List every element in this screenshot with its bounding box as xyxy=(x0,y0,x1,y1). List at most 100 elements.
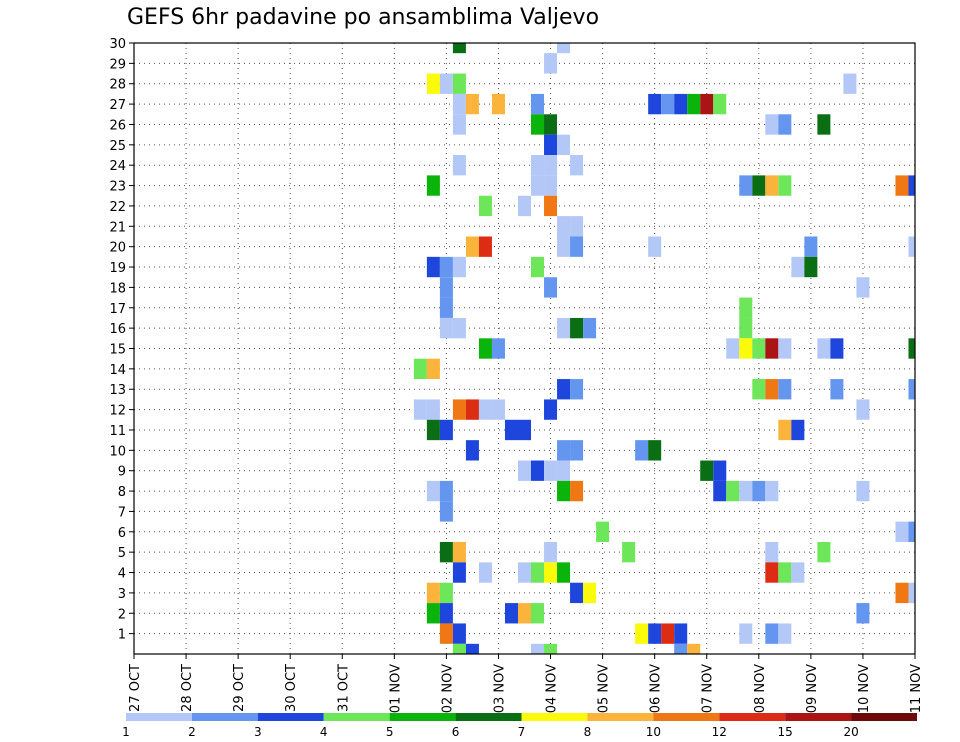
heatmap-cell xyxy=(452,317,466,339)
heatmap-cell xyxy=(648,93,662,115)
y-tick-label: 7 xyxy=(118,505,126,520)
legend-swatch xyxy=(587,713,654,721)
heatmap-cell xyxy=(713,480,727,502)
x-tick-label: 08 NOV xyxy=(753,664,768,713)
heatmap-cell xyxy=(778,175,792,196)
y-tick-label: 21 xyxy=(109,220,126,235)
heatmap-cell xyxy=(544,562,558,583)
heatmap-cell xyxy=(517,562,532,583)
legend-label: 4 xyxy=(320,725,328,739)
heatmap-cell xyxy=(570,216,584,237)
heatmap-cell xyxy=(843,73,857,94)
legend-label: 5 xyxy=(386,725,394,739)
heatmap-cell xyxy=(531,114,545,135)
heatmap-cell xyxy=(557,236,571,257)
heatmap-cell xyxy=(583,317,597,339)
heatmap-cell xyxy=(778,419,792,441)
heatmap-cell xyxy=(856,399,870,420)
heatmap-cell xyxy=(426,603,440,624)
heatmap-cell xyxy=(531,562,545,583)
heatmap-cell xyxy=(687,93,701,115)
y-tick-label: 27 xyxy=(109,98,126,113)
heatmap-cell xyxy=(531,93,545,115)
heatmap-cell xyxy=(830,379,844,400)
heatmap-cell xyxy=(478,338,492,359)
heatmap-cell xyxy=(778,562,792,583)
heatmap-cell xyxy=(544,643,558,654)
heatmap-cell xyxy=(739,175,753,196)
heatmap-cell xyxy=(817,114,831,135)
y-tick-label: 3 xyxy=(118,587,126,602)
y-tick-label: 19 xyxy=(109,261,126,276)
y-tick-label: 5 xyxy=(118,546,126,561)
y-tick-label: 20 xyxy=(109,241,126,256)
heatmap-cell xyxy=(908,379,915,400)
heatmap-cell xyxy=(895,175,909,196)
heatmap-cell xyxy=(465,236,479,257)
heatmap-cell xyxy=(517,419,532,441)
heatmap-cell xyxy=(557,216,571,237)
heatmap-cell xyxy=(661,623,675,644)
heatmap-cell xyxy=(856,277,870,298)
heatmap-cell xyxy=(765,541,779,563)
legend-label: 7 xyxy=(518,725,526,739)
heatmap-cell xyxy=(856,480,870,502)
heatmap-cell xyxy=(439,480,453,502)
heatmap-cell xyxy=(517,195,532,217)
heatmap-cell xyxy=(544,155,558,176)
y-tick-label: 2 xyxy=(118,607,126,622)
heatmap-cell xyxy=(700,460,714,481)
y-tick-label: 14 xyxy=(109,363,126,378)
heatmap-cell xyxy=(557,440,571,461)
heatmap-cell xyxy=(752,175,766,196)
heatmap-cell xyxy=(557,562,571,583)
heatmap-cell xyxy=(791,419,805,441)
heatmap-cell xyxy=(504,603,518,624)
heatmap-cell xyxy=(439,501,453,522)
heatmap-cell xyxy=(856,603,870,624)
x-tick-label: 29 OCT xyxy=(232,664,247,712)
y-tick-label: 26 xyxy=(109,118,126,133)
heatmap-cell xyxy=(648,236,662,257)
heatmap-cell xyxy=(439,317,453,339)
legend-swatch xyxy=(719,713,786,721)
y-axis: 1234567891011121314151617181920212223242… xyxy=(109,37,134,643)
heatmap-cell xyxy=(700,93,714,115)
x-tick-label: 11 NOV xyxy=(909,664,924,713)
heatmap-cell xyxy=(465,440,479,461)
heatmap-cell xyxy=(726,480,740,502)
x-tick-label: 10 NOV xyxy=(857,664,872,713)
heatmap-cell xyxy=(452,562,466,583)
heatmap-cell xyxy=(452,43,466,54)
heatmap-cell xyxy=(570,379,584,400)
legend-swatch xyxy=(851,713,917,721)
heatmap-cell xyxy=(426,256,440,278)
heatmap-cell xyxy=(752,338,766,359)
heatmap-cell xyxy=(570,155,584,176)
heatmap-cell xyxy=(439,419,453,441)
heatmap-cell xyxy=(908,338,915,359)
heatmap-cell xyxy=(452,114,466,135)
heatmap-cell xyxy=(622,541,636,563)
heatmap-cell xyxy=(465,643,479,654)
heatmap-cell xyxy=(661,93,675,115)
heatmap-cell xyxy=(713,93,727,115)
heatmap-cell xyxy=(570,440,584,461)
y-tick-label: 8 xyxy=(118,485,126,500)
heatmap-cell xyxy=(531,155,545,176)
heatmap-cell xyxy=(908,175,915,196)
y-tick-label: 28 xyxy=(109,78,126,93)
legend-label: 15 xyxy=(778,725,793,739)
heatmap-cell xyxy=(439,297,453,318)
legend-label: 2 xyxy=(188,725,196,739)
heatmap-cell xyxy=(791,562,805,583)
legend-label: 6 xyxy=(452,725,460,739)
heatmap-cell xyxy=(778,114,792,135)
heatmap-cell xyxy=(439,277,453,298)
heatmap-cell xyxy=(765,562,779,583)
legend-swatch xyxy=(389,713,456,721)
heatmap-cell xyxy=(908,521,915,542)
heatmap-cell xyxy=(426,73,440,94)
heatmap-cell xyxy=(544,53,558,74)
